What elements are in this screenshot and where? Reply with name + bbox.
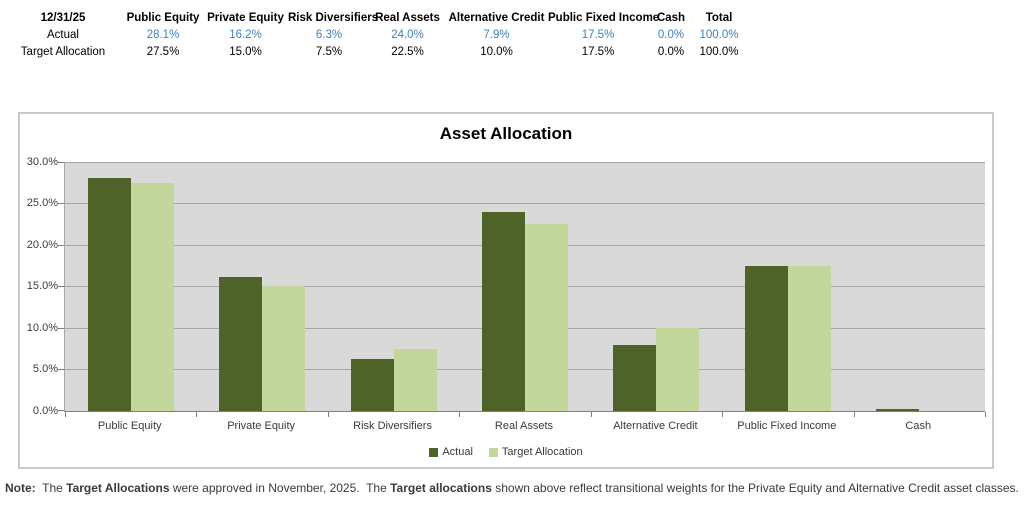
bar-group-risk-diversifiers <box>328 162 459 411</box>
y-axis-label-0: 0.0% <box>32 405 58 417</box>
value-actual-cash: 0.0% <box>657 29 685 41</box>
column-header-private-equity: Private Equity <box>207 12 284 24</box>
column-header-public-fixed-income: Public Fixed Income <box>548 12 660 24</box>
x-tick-0 <box>65 412 66 417</box>
bar-actual-real-assets <box>481 212 525 411</box>
bar-actual-cash <box>876 409 920 411</box>
y-tick-5 <box>58 369 64 370</box>
footnote-segment-5: shown above reflect transitional weights… <box>491 481 1019 495</box>
bar-target-allocation-private-equity <box>262 286 306 411</box>
bar-group-public-equity <box>65 162 196 411</box>
bar-target-allocation-alternative-credit <box>656 328 700 411</box>
table-date-header: 12/31/25 <box>40 12 86 24</box>
footnote-segment-4: Target allocations <box>390 481 492 495</box>
x-tick-5 <box>722 412 723 417</box>
x-axis-label-risk-diversifiers: Risk Diversifiers <box>353 420 432 432</box>
legend-item-actual: Actual <box>429 446 473 458</box>
column-header-risk-diversifiers: Risk Diversifiers <box>288 12 379 24</box>
y-tick-25 <box>58 203 64 204</box>
y-tick-15 <box>58 286 64 287</box>
x-tick-3 <box>459 412 460 417</box>
x-tick-2 <box>328 412 329 417</box>
gridline-25 <box>65 203 985 204</box>
column-header-public-equity: Public Equity <box>126 12 200 24</box>
x-tick-4 <box>591 412 592 417</box>
value-actual-real-assets: 24.0% <box>391 29 424 41</box>
footnote-segment-2: Target Allocations <box>66 481 170 495</box>
y-axis-label-25: 25.0% <box>26 197 58 209</box>
value-actual-public-fixed-income: 17.5% <box>581 29 615 41</box>
bar-target-allocation-public-equity <box>130 183 174 411</box>
plot-area: 0.0% 5.0% 10.0% 15.0% 20.0% 25.0% 30.0% <box>27 156 986 417</box>
footnote: Note: The Target Allocations were approv… <box>5 481 1021 495</box>
bar-actual-public-equity <box>87 178 131 411</box>
x-axis-label-cash: Cash <box>905 420 932 432</box>
chart-legend: Actual Target Allocation <box>20 446 992 458</box>
x-axis-label-alternative-credit: Alternative Credit <box>613 420 698 432</box>
asset-allocation-chart: Asset Allocation 0.0% 5.0% 10.0% 15.0% 20.0%… <box>18 112 994 469</box>
x-tick-1 <box>196 412 197 417</box>
legend-item-target-allocation: Target Allocation <box>488 446 583 458</box>
y-axis-label-30: 30.0% <box>26 156 58 168</box>
row-label-actual: Actual <box>47 29 79 41</box>
value-actual-alternative-credit: 7.9% <box>483 29 510 41</box>
bar-group-cash <box>854 162 985 411</box>
y-tick-30 <box>58 162 64 163</box>
bar-group-alternative-credit <box>591 162 722 411</box>
bar-actual-public-fixed-income <box>744 266 788 411</box>
value-target-allocation-public-equity: 27.5% <box>146 46 180 58</box>
bar-group-private-equity <box>196 162 327 411</box>
y-tick-10 <box>58 328 64 329</box>
value-target-allocation-public-fixed-income: 17.5% <box>581 46 615 58</box>
footnote-segment-3: were approved in November, 2025. The <box>169 481 391 495</box>
value-actual-total: 100.0% <box>699 29 739 41</box>
value-actual-risk-diversifiers: 6.3% <box>315 29 343 41</box>
value-target-allocation-risk-diversifiers: 7.5% <box>315 46 343 58</box>
y-axis-label-5: 5.0% <box>32 363 58 375</box>
column-header-alternative-credit: Alternative Credit <box>448 12 545 24</box>
column-header-cash: Cash <box>656 12 686 24</box>
value-target-allocation-total: 100.0% <box>699 46 739 58</box>
legend-swatch-target-allocation-icon <box>488 447 498 457</box>
bar-actual-private-equity <box>219 277 263 411</box>
value-target-allocation-cash: 0.0% <box>657 46 685 58</box>
chart-title: Asset Allocation <box>439 124 573 143</box>
value-target-allocation-private-equity: 15.0% <box>229 46 262 58</box>
gridline-30 <box>65 162 985 163</box>
value-actual-private-equity: 16.2% <box>229 29 262 41</box>
value-target-allocation-real-assets: 22.5% <box>391 46 424 58</box>
x-tick-6 <box>854 412 855 417</box>
x-axis-label-real-assets: Real Assets <box>494 420 554 432</box>
value-actual-public-equity: 28.1% <box>146 29 180 41</box>
y-axis-label-10: 10.0% <box>26 322 58 334</box>
y-axis-label-15: 15.0% <box>26 280 58 292</box>
column-header-real-assets: Real Assets <box>375 12 440 24</box>
bar-actual-alternative-credit <box>613 345 657 411</box>
bar-target-allocation-real-assets <box>524 224 568 411</box>
bar-target-allocation-public-fixed-income <box>787 266 831 411</box>
footnote-segment-1: The <box>35 481 67 495</box>
bar-groups <box>65 162 985 411</box>
column-header-total: Total <box>705 12 733 24</box>
x-axis-label-private-equity: Private Equity <box>227 420 296 432</box>
y-tick-20 <box>58 245 64 246</box>
legend-label-target-allocation: Target Allocation <box>501 446 583 458</box>
value-target-allocation-alternative-credit: 10.0% <box>480 46 513 58</box>
y-tick-0 <box>58 410 64 411</box>
allocation-summary-table: 12/31/25 Public Equity Private Equity Risk … <box>3 10 744 61</box>
x-axis-label-public-equity: Public Equity <box>97 420 162 432</box>
x-tick-7 <box>985 412 986 417</box>
x-axis-labels: Public Equity Private Equity Risk Diversif… <box>64 420 984 432</box>
x-axis-label-public-fixed-income: Public Fixed Income <box>737 420 837 432</box>
legend-swatch-actual-icon <box>429 447 439 457</box>
legend-label-actual: Actual <box>442 446 473 458</box>
row-label-target-allocation: Target Allocation <box>20 46 106 58</box>
bar-group-real-assets <box>459 162 590 411</box>
bar-actual-risk-diversifiers <box>350 359 394 411</box>
bar-group-public-fixed-income <box>722 162 853 411</box>
y-axis-label-20: 20.0% <box>26 239 58 251</box>
footnote-segment-0: Note: <box>5 481 36 495</box>
bar-target-allocation-risk-diversifiers <box>393 349 437 411</box>
